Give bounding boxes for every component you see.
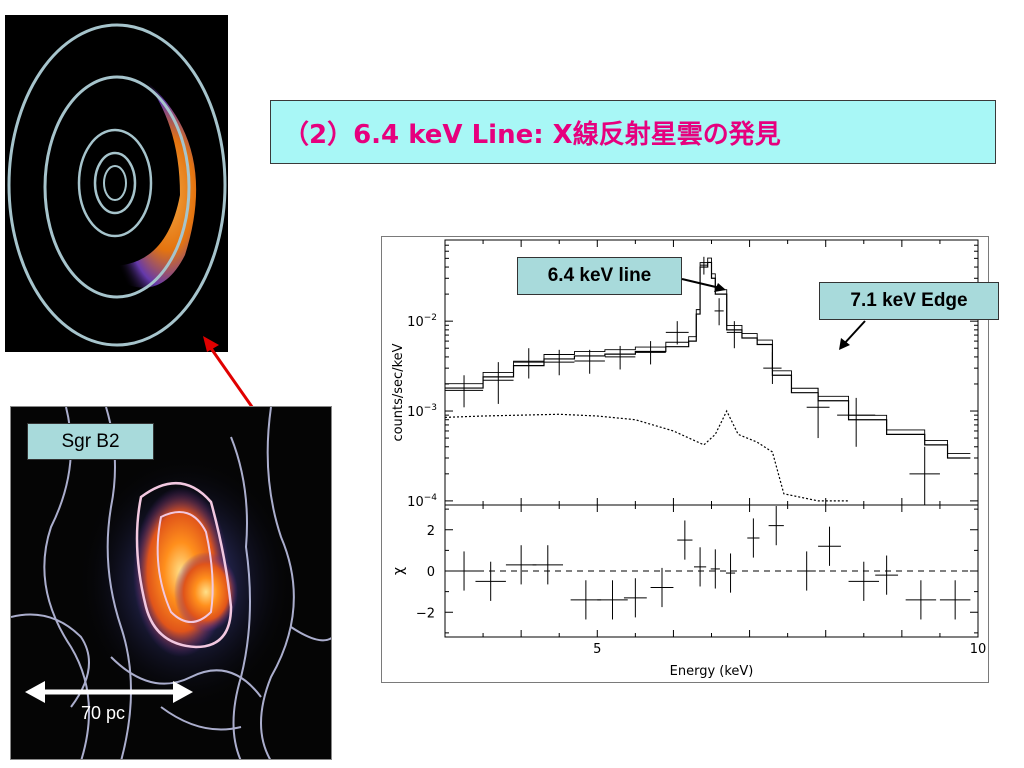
scale-bar-label: 70 pc	[81, 703, 126, 723]
line-annotation: 6.4 keV line	[517, 257, 682, 295]
y-tick-label: 10−3	[407, 403, 437, 420]
y-tick-label: 10−4	[407, 493, 437, 510]
spectrum-y-axis-label: counts/sec/keV	[391, 343, 406, 441]
slide-title: （2）6.4 keV Line: X線反射星雲の発見	[283, 119, 781, 150]
nebula-model-image	[5, 15, 228, 352]
sgr-b2-image: 70 pc	[10, 406, 332, 760]
x-tick-label: 10	[970, 642, 987, 657]
pointer-arrow	[203, 336, 259, 415]
background-dotted-line	[444, 409, 849, 502]
x-axis-label: Energy (keV)	[670, 664, 754, 679]
model-step-line-alt	[445, 257, 971, 455]
residual-y-tick-label: 2	[427, 524, 435, 539]
title-banner: （2）6.4 keV Line: X線反射星雲の発見	[270, 100, 996, 164]
sgr-b2-contour-graphic	[11, 407, 331, 759]
residual-y-tick-label: 0	[427, 565, 435, 580]
residual-y-tick-label: −2	[416, 606, 435, 621]
edge-annotation-arrow	[839, 320, 866, 350]
sgr-b2-label: Sgr B2	[27, 423, 154, 460]
edge-annotation: 7.1 keV Edge	[819, 282, 999, 320]
line-annotation-arrow	[681, 278, 726, 292]
x-tick-label: 5	[593, 642, 601, 657]
y-tick-label: 10−2	[407, 313, 437, 330]
nebula-ellipse-graphic	[5, 15, 228, 352]
scale-bar-arrow	[25, 681, 193, 703]
residual-y-axis-label: χ	[391, 567, 407, 575]
